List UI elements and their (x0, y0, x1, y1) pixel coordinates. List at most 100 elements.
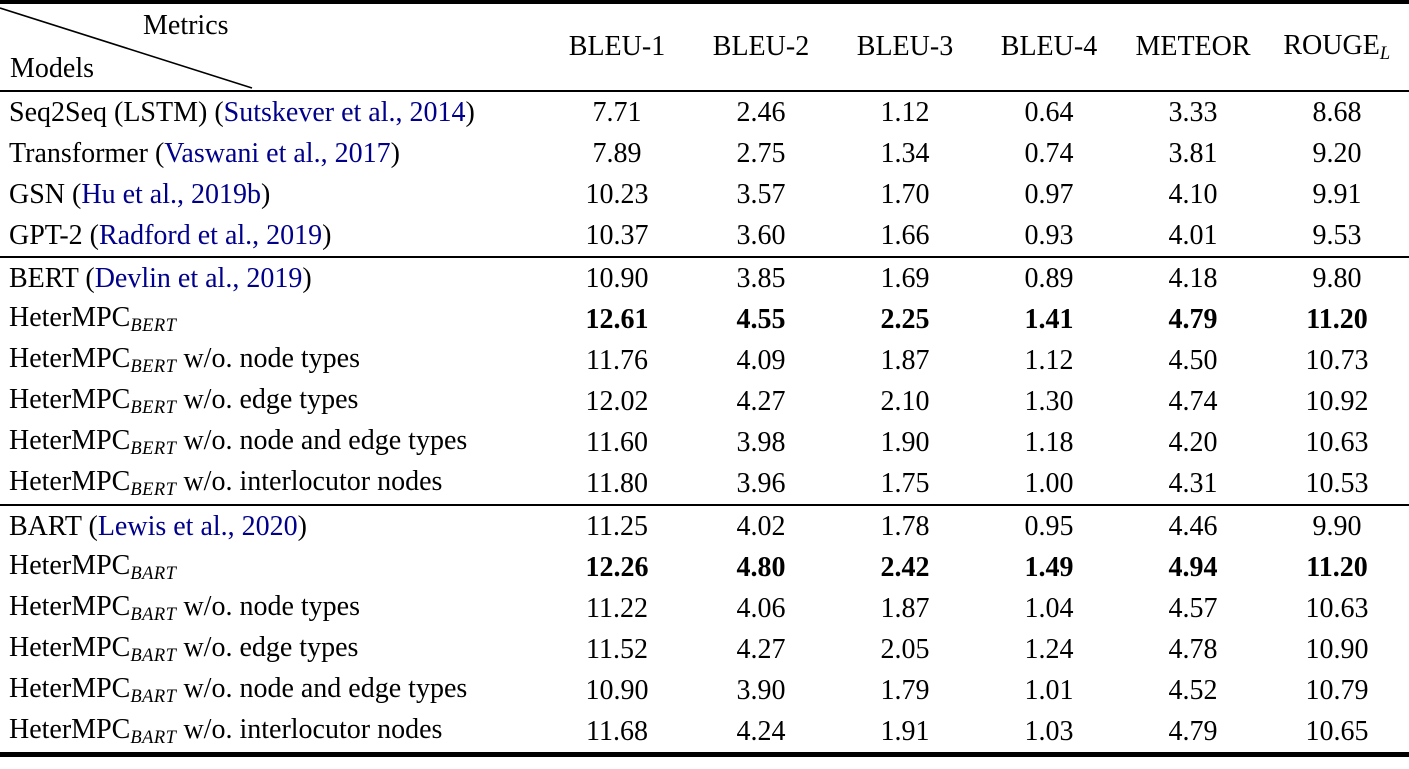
metric-value: 4.27 (736, 633, 786, 665)
metric-value: 10.92 (1305, 385, 1369, 417)
metric-value: 10.65 (1305, 715, 1369, 747)
citation-link[interactable]: Lewis et al., 2020 (97, 510, 298, 542)
metric-value: 1.70 (880, 178, 930, 210)
metric-value: 9.91 (1312, 178, 1362, 210)
subscript-text: BART (130, 727, 177, 748)
metric-value: 10.23 (585, 178, 649, 210)
metric-value: 10.90 (585, 674, 649, 706)
table-row: HeterMPCBART w/o. interlocutor nodes 11.6… (0, 711, 1409, 755)
label-text: BART ( (9, 510, 98, 542)
model-label: HeterMPCBART w/o. node types (0, 588, 545, 629)
metric-value: 4.94 (1168, 551, 1218, 583)
label-text: HeterMPC (9, 302, 131, 334)
label-text: BLEU-4 (1000, 31, 1098, 62)
metric-value: 10.79 (1305, 674, 1369, 706)
metric-value: 1.12 (1024, 344, 1074, 376)
metric-value: 12.02 (585, 385, 649, 417)
label-text: GSN ( (9, 178, 82, 210)
metric-value: 4.46 (1168, 510, 1218, 542)
model-label: BART (Lewis et al., 2020) (0, 505, 545, 547)
metric-value: 3.85 (736, 262, 786, 294)
metric-value: 11.52 (586, 633, 648, 665)
subscript-text: BART (130, 645, 177, 666)
metric-value: 1.90 (880, 426, 930, 458)
citation-link[interactable]: Vaswani et al., 2017 (164, 137, 391, 169)
metric-value: 7.89 (592, 137, 642, 169)
table-row: HeterMPCBERT w/o. edge types 12.02 4.27 2.1… (0, 381, 1409, 422)
metric-value: 4.31 (1168, 467, 1218, 499)
label-text: ) (390, 137, 400, 169)
table-section-1: Seq2Seq (LSTM) (Sutskever et al., 2014) 7… (0, 91, 1409, 257)
metric-value: 10.73 (1305, 344, 1369, 376)
column-header-3: BLEU-3 (833, 2, 977, 91)
label-text: w/o. node and edge types (176, 673, 468, 705)
subscript-text: BART (130, 686, 177, 707)
metric-value: 11.76 (586, 344, 648, 376)
label-text: Transformer ( (9, 137, 165, 169)
metric-value: 4.50 (1168, 344, 1218, 376)
table-row: HeterMPCBART w/o. node and edge types 10.… (0, 670, 1409, 711)
label-text: ROUGE (1283, 29, 1380, 61)
corner-label-models: Models (10, 53, 94, 84)
citation-link[interactable]: Devlin et al., 2019 (94, 262, 303, 294)
model-label: GPT-2 (Radford et al., 2019) (0, 215, 545, 257)
table-row: HeterMPCBERT w/o. node types 11.76 4.09 1.8… (0, 340, 1409, 381)
subscript-text: BART (130, 563, 177, 584)
metric-value: 12.26 (585, 551, 649, 583)
metric-value: 3.96 (736, 467, 786, 499)
subscript-text: BART (130, 604, 177, 625)
citation-link[interactable]: Sutskever et al., 2014 (223, 96, 466, 128)
metric-value: 4.02 (736, 510, 786, 542)
subscript-text: BERT (130, 397, 177, 418)
metric-value: 12.61 (585, 303, 649, 335)
metric-value: 11.20 (1306, 551, 1368, 583)
model-label: HeterMPCBART w/o. node and edge types (0, 670, 545, 711)
table-row: GPT-2 (Radford et al., 2019) 10.37 3.60 1.6… (0, 215, 1409, 257)
label-text: HeterMPC (9, 673, 131, 705)
metric-value: 7.71 (592, 96, 642, 128)
metric-value: 9.80 (1312, 262, 1362, 294)
label-text: BLEU-2 (712, 31, 810, 62)
metric-value: 1.41 (1024, 303, 1074, 335)
metric-value: 4.20 (1168, 426, 1218, 458)
metric-value: 4.10 (1168, 178, 1218, 210)
model-label: Seq2Seq (LSTM) (Sutskever et al., 2014) (0, 91, 545, 133)
model-label: HeterMPCBART w/o. interlocutor nodes (0, 711, 545, 755)
metric-value: 4.57 (1168, 592, 1218, 624)
metric-value: 8.68 (1312, 96, 1362, 128)
model-label: HeterMPCBART w/o. edge types (0, 629, 545, 670)
metric-value: 3.81 (1168, 137, 1218, 169)
model-label: Transformer (Vaswani et al., 2017) (0, 133, 545, 174)
metric-value: 2.10 (880, 385, 930, 417)
metric-value: 0.89 (1024, 262, 1074, 294)
corner-header-cell: Metrics Models (0, 2, 545, 91)
citation-link[interactable]: Hu et al., 2019b (81, 178, 261, 210)
metric-value: 2.42 (880, 551, 930, 583)
label-text: w/o. interlocutor nodes (176, 714, 443, 746)
label-text: BERT ( (9, 262, 95, 294)
metric-value: 4.24 (736, 715, 786, 747)
model-label: HeterMPCBERT w/o. interlocutor nodes (0, 463, 545, 505)
label-text: BLEU-1 (568, 31, 666, 62)
metric-value: 2.05 (880, 633, 930, 665)
metric-value: 1.01 (1024, 674, 1074, 706)
metric-value: 10.37 (585, 219, 649, 251)
table-row: HeterMPCBERT w/o. interlocutor nodes 11.8… (0, 463, 1409, 505)
table-section-3: BART (Lewis et al., 2020) 11.25 4.02 1.78 0.… (0, 505, 1409, 755)
model-label: HeterMPCBERT w/o. node and edge types (0, 422, 545, 463)
label-text: Seq2Seq (LSTM) ( (9, 96, 224, 128)
column-header-4: BLEU-4 (977, 2, 1121, 91)
label-text: ) (302, 262, 312, 294)
label-text: w/o. node and edge types (176, 425, 468, 457)
diagonal-divider (0, 7, 253, 89)
table-row: HeterMPCBART w/o. node types 11.22 4.06 1.8… (0, 588, 1409, 629)
metric-value: 11.68 (586, 715, 648, 747)
metric-value: 4.06 (736, 592, 786, 624)
model-label: BERT (Devlin et al., 2019) (0, 257, 545, 299)
corner-label-metrics: Metrics (143, 10, 229, 41)
column-header-2: BLEU-2 (689, 2, 833, 91)
metric-value: 4.55 (736, 303, 786, 335)
metric-value: 10.53 (1305, 467, 1369, 499)
metric-value: 9.90 (1312, 510, 1362, 542)
citation-link[interactable]: Radford et al., 2019 (98, 219, 323, 251)
